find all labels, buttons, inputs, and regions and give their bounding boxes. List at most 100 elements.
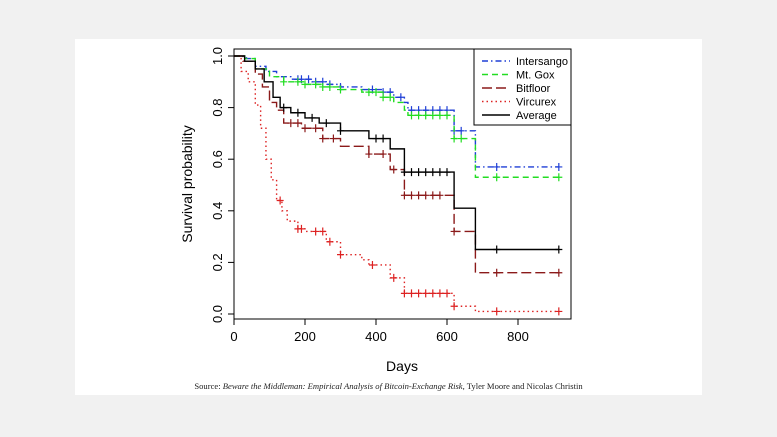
censor-mark-average [408, 168, 415, 177]
censor-mark-bitfloor [312, 124, 320, 133]
y-tick-label: 0.4 [210, 202, 225, 220]
legend-label-intersango: Intersango [516, 56, 568, 68]
censor-mark-mt-gox [408, 111, 415, 120]
legend-label-bitfloor: Bitfloor [516, 83, 551, 95]
censor-mark-bitfloor [415, 191, 423, 200]
censor-mark-average [443, 168, 451, 177]
censor-mark-vircurex [415, 289, 423, 298]
figure-card: 0 200 400 600 800 0.0 0.2 0.4 0.6 0.8 1.0 Days Sur… [75, 39, 702, 395]
censor-mark-mt-gox [493, 173, 501, 182]
survival-chart: 0 200 400 600 800 0.0 0.2 0.4 0.6 0.8 1.0 Days Sur… [179, 47, 572, 374]
y-tick-label: 0.6 [210, 150, 225, 168]
censor-mark-mt-gox [280, 77, 288, 86]
source-suffix: , Tyler Moore and Nicolas Christin [462, 381, 583, 391]
censor-mark-bitfloor [436, 191, 444, 200]
censor-mark-mt-gox [436, 111, 444, 120]
censor-mark-bitfloor [379, 150, 387, 159]
censor-mark-mt-gox [326, 82, 334, 91]
y-tick-label: 1.0 [210, 47, 225, 65]
censor-mark-mt-gox [365, 88, 373, 97]
censor-mark-mt-gox [457, 134, 465, 143]
censor-mark-bitfloor [294, 119, 302, 128]
censor-mark-vircurex [312, 227, 320, 236]
y-axis-label: Survival probability [179, 125, 195, 243]
censor-mark-intersango [305, 75, 313, 84]
censor-mark-vircurex [319, 227, 327, 236]
censor-mark-average [379, 134, 387, 143]
legend-label-average: Average [516, 110, 557, 122]
censor-mark-mt-gox [422, 111, 430, 120]
censor-mark-mt-gox [312, 80, 320, 89]
censor-mark-average [372, 134, 380, 143]
censor-mark-bitfloor [555, 268, 563, 277]
censor-mark-bitfloor [422, 191, 430, 200]
censor-mark-mt-gox [386, 93, 394, 102]
censor-mark-bitfloor [429, 191, 437, 200]
censor-mark-mt-gox [379, 93, 387, 102]
censor-mark-intersango [457, 126, 465, 135]
legend-label-vircurex: Vircurex [516, 97, 557, 109]
censor-mark-mt-gox [415, 111, 423, 120]
censor-mark-average [400, 168, 408, 177]
censor-mark-vircurex [436, 289, 444, 298]
x-axis-label: Days [386, 358, 418, 374]
censor-mark-vircurex [422, 289, 430, 298]
censor-mark-average [294, 108, 302, 117]
x-tick-label: 400 [365, 329, 387, 344]
censor-mark-average [322, 119, 330, 128]
censor-mark-mt-gox [429, 111, 437, 120]
censor-mark-mt-gox [319, 82, 327, 91]
source-prefix: Source: [194, 381, 223, 391]
plot-frame [233, 48, 572, 320]
censor-mark-average [429, 168, 437, 177]
censor-mark-vircurex [390, 273, 398, 282]
censor-mark-bitfloor [400, 191, 408, 200]
x-tick-label: 600 [436, 329, 458, 344]
x-tick-label: 800 [507, 329, 529, 344]
censor-mark-bitfloor [390, 165, 398, 174]
censor-mark-mt-gox [337, 85, 344, 94]
y-tick-label: 0.2 [210, 253, 225, 271]
y-tick-label: 0.8 [210, 99, 225, 117]
series-line-bitfloor [234, 55, 559, 274]
censor-mark-bitfloor [301, 124, 309, 133]
censor-mark-average [337, 126, 344, 135]
source-title: Beware the Middleman: Empirical Analysis… [222, 381, 463, 391]
censor-mark-vircurex [443, 289, 451, 298]
censor-mark-vircurex [276, 196, 284, 205]
censor-mark-bitfloor [365, 150, 373, 159]
legend-box [473, 48, 572, 126]
censor-mark-mt-gox [443, 111, 451, 120]
censor-mark-mt-gox [294, 77, 302, 86]
y-tick-label: 0.0 [210, 305, 225, 323]
censor-mark-vircurex [429, 289, 437, 298]
censor-mark-average [555, 245, 563, 254]
censor-mark-average [415, 168, 423, 177]
censor-mark-mt-gox [372, 88, 380, 97]
censor-mark-vircurex [297, 224, 305, 233]
censor-mark-vircurex [555, 307, 563, 316]
censor-mark-bitfloor [408, 191, 415, 200]
censor-mark-vircurex [337, 250, 344, 259]
censor-mark-vircurex [493, 307, 501, 316]
censor-mark-average [308, 113, 316, 122]
censor-mark-mt-gox [555, 173, 563, 182]
censor-mark-bitfloor [493, 268, 501, 277]
censor-mark-intersango [397, 93, 405, 102]
censor-mark-mt-gox [301, 80, 309, 89]
censor-mark-intersango [555, 162, 563, 171]
censor-mark-bitfloor [287, 119, 295, 128]
censor-mark-average [493, 245, 501, 254]
censor-mark-intersango [493, 162, 501, 171]
censor-mark-vircurex [368, 260, 376, 269]
censor-mark-vircurex [408, 289, 415, 298]
censor-mark-bitfloor [329, 134, 337, 143]
censor-mark-vircurex [450, 302, 458, 311]
source-caption: Source: Beware the Middleman: Empirical … [75, 381, 702, 391]
x-tick-label: 200 [294, 329, 316, 344]
censor-mark-average [436, 168, 444, 177]
censor-mark-vircurex [326, 237, 334, 246]
censor-mark-average [280, 103, 288, 112]
censor-mark-vircurex [400, 289, 408, 298]
